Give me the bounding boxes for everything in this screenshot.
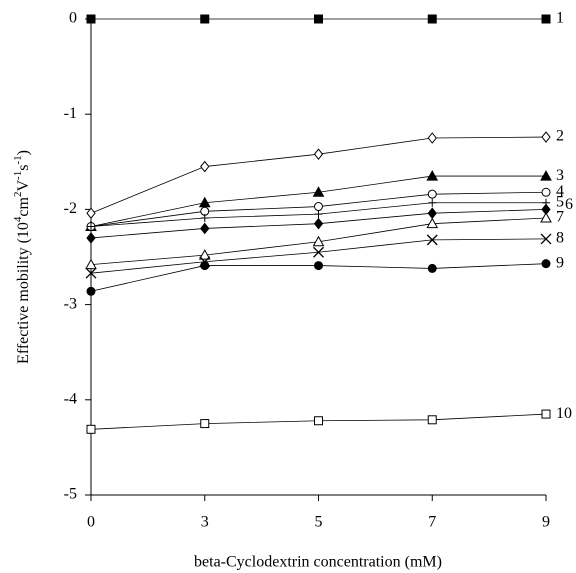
label-part: cm [15,196,32,216]
series-label: 10 [556,405,572,422]
point [426,170,439,181]
point [427,189,437,199]
point [540,211,552,223]
y-tick-label: -3 [64,295,77,312]
point [86,424,96,434]
y-axis-label: Effective mobility (104cm2V-1s-1) [12,150,32,364]
point [200,160,210,173]
series-label: 2 [556,128,564,145]
point [541,131,551,143]
point [312,235,325,247]
point [427,415,437,425]
point [427,263,437,273]
point [427,14,437,24]
x-tick-label: 5 [315,514,323,531]
point [87,222,95,231]
x-tick-label: 9 [542,514,550,531]
series-label: 4 [556,183,564,200]
point [200,419,210,429]
label-part: s [15,165,32,171]
label-part: Effective mobility (10 [15,222,32,364]
point [200,213,209,222]
point [85,258,97,270]
point [313,148,324,160]
superscript: 2 [12,192,24,198]
point [314,261,323,271]
y-tick-label: -4 [64,390,77,407]
point [541,259,551,269]
y-tick-label: -2 [64,200,77,217]
point [427,207,437,220]
point [427,132,437,144]
superscript: -1 [12,171,24,180]
point [198,249,211,260]
label-part: V [15,180,32,192]
series-label: 7 [556,209,564,226]
point [312,186,325,197]
point [86,207,96,220]
point [86,286,96,296]
point [426,234,438,246]
series-label: 9 [556,254,564,271]
point [314,202,323,212]
series-label: 8 [556,230,564,247]
point [200,222,210,235]
x-axis-label: beta-Cyclodextrin concentration (mM) [194,554,442,571]
series-label: 6 [565,196,573,213]
point [541,187,551,197]
y-tick-label: -1 [64,105,77,122]
point [86,14,96,24]
point [541,409,551,419]
point [198,196,211,208]
series-label: 1 [556,10,564,27]
x-tick-label: 7 [428,514,436,531]
point [314,416,323,426]
y-tick-label: -5 [64,486,77,503]
point [541,14,551,24]
superscript: -1 [12,155,24,164]
point [200,261,210,271]
point [314,210,323,219]
series-label: 5 [556,193,564,210]
x-tick-label: 0 [87,514,95,531]
series-label: 3 [556,167,564,184]
label-part: ) [15,150,32,155]
y-tick-label: 0 [69,10,77,27]
point [540,170,552,181]
point [313,217,324,230]
point [314,14,323,24]
point [313,246,324,258]
point [540,233,552,245]
point [426,217,439,229]
x-tick-label: 3 [201,514,209,531]
point [85,267,97,279]
superscript: 4 [12,216,24,222]
point [86,232,96,244]
point [428,198,437,207]
point [200,14,210,24]
